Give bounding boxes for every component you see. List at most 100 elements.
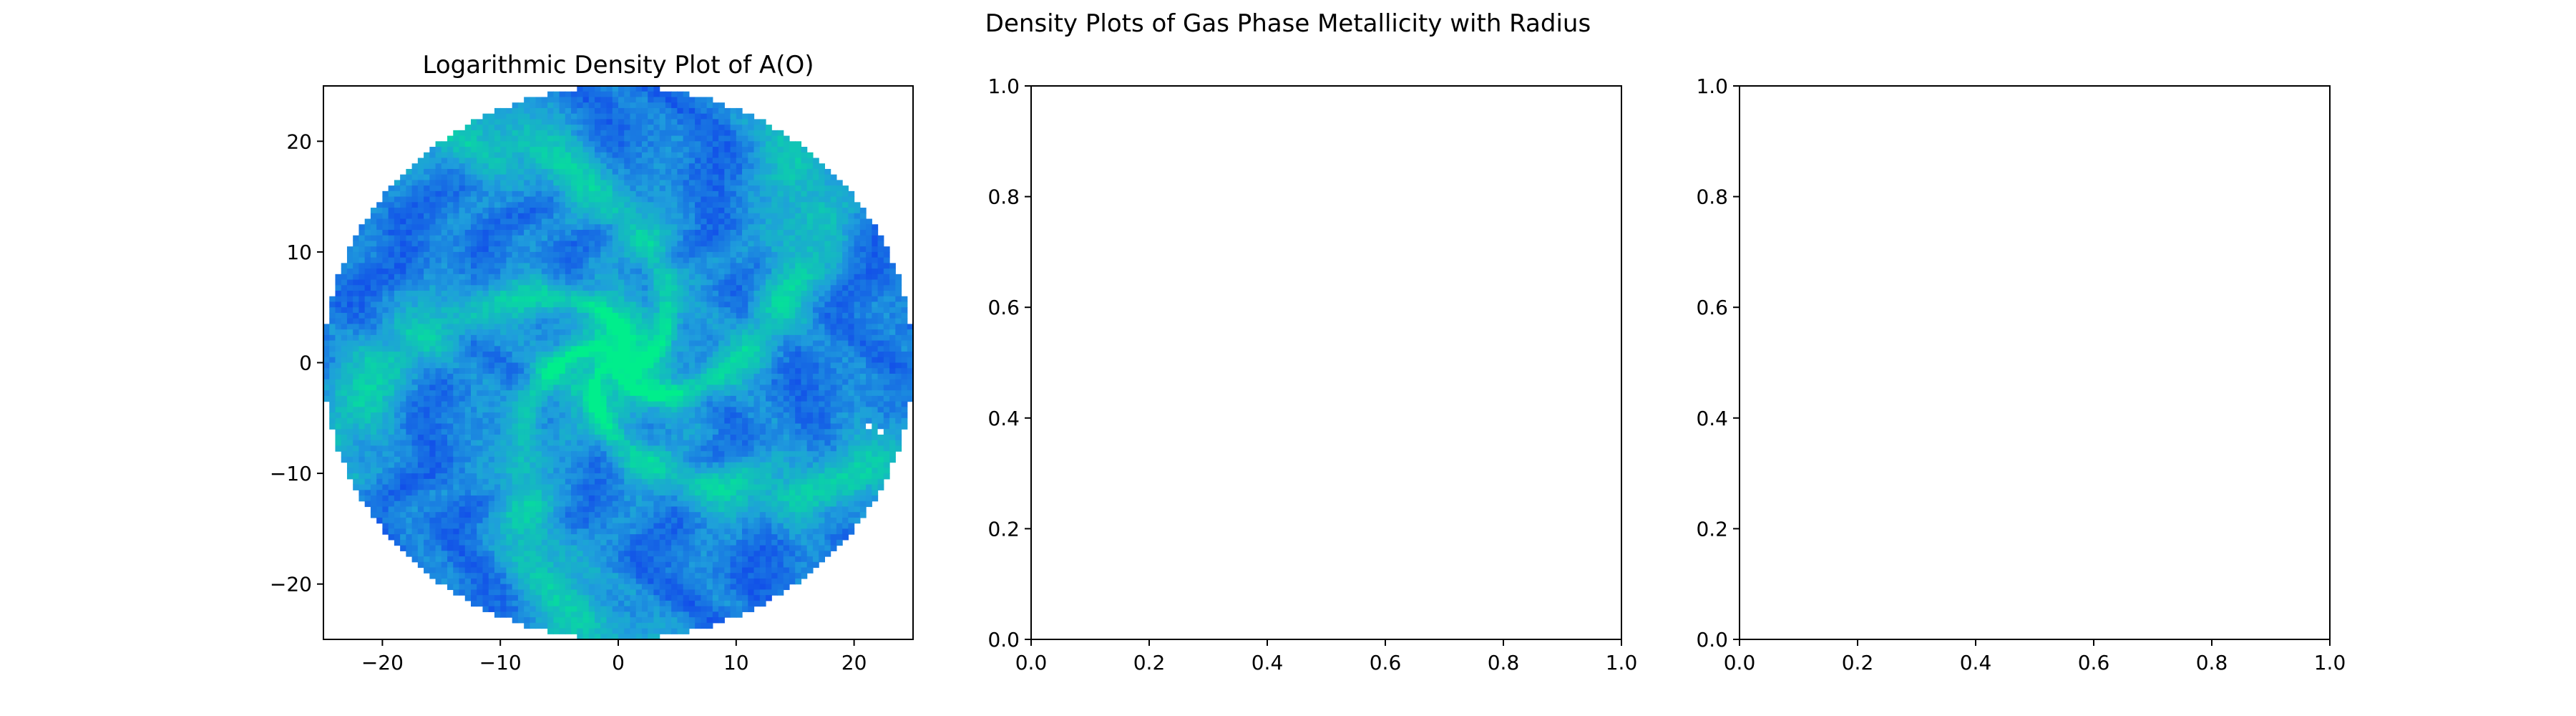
heatmap-cell	[659, 163, 666, 170]
heatmap-cell	[464, 407, 472, 413]
heatmap-cell	[635, 241, 643, 247]
heatmap-cell	[718, 263, 725, 269]
heatmap-cell	[582, 307, 590, 314]
heatmap-cell	[353, 329, 360, 336]
heatmap-cell	[712, 190, 719, 198]
heatmap-cell	[517, 251, 525, 258]
heatmap-cell	[459, 163, 466, 170]
heatmap-cell	[806, 390, 814, 397]
heatmap-cell	[488, 113, 495, 120]
heatmap-cell	[459, 274, 466, 281]
heatmap-cell	[571, 229, 577, 236]
heatmap-cell	[618, 196, 625, 203]
heatmap-cell	[724, 384, 731, 391]
heatmap-cell	[600, 268, 608, 275]
heatmap-cell	[553, 202, 560, 208]
heatmap-cell	[506, 329, 513, 336]
heatmap-cell	[801, 263, 808, 269]
heatmap-cell	[477, 168, 484, 175]
heatmap-cell	[665, 291, 672, 297]
heatmap-cell	[464, 390, 472, 397]
heatmap-cell	[736, 352, 743, 358]
heatmap-cell	[541, 147, 548, 153]
heatmap-cell	[524, 174, 530, 181]
heatmap-cell	[859, 340, 867, 347]
heatmap-cell	[683, 174, 690, 181]
heatmap-cell	[447, 158, 454, 164]
heatmap-cell	[824, 274, 831, 281]
heatmap-cell	[346, 334, 353, 342]
heatmap-cell	[571, 208, 577, 214]
heatmap-cell	[695, 301, 701, 308]
heatmap-cell	[753, 412, 761, 419]
heatmap-cell	[630, 407, 637, 413]
heatmap-cell	[577, 174, 584, 181]
heatmap-cell	[406, 417, 413, 425]
heatmap-cell	[701, 147, 708, 153]
heatmap-cell	[859, 213, 867, 220]
heatmap-cell	[547, 174, 554, 181]
heatmap-cell	[677, 362, 684, 369]
heatmap-cell	[866, 224, 872, 231]
heatmap-cell	[565, 412, 572, 419]
heatmap-cell	[382, 208, 389, 214]
heatmap-cell	[801, 147, 808, 153]
heatmap-cell	[341, 291, 348, 297]
heatmap-cell	[718, 346, 725, 352]
heatmap-cell	[376, 368, 383, 374]
heatmap-cell	[630, 352, 637, 358]
heatmap-cell	[606, 107, 613, 115]
heatmap-cell	[836, 202, 843, 208]
heatmap-cell	[424, 346, 430, 352]
heatmap-cell	[341, 301, 348, 308]
heatmap-cell	[606, 130, 613, 137]
heatmap-cell	[382, 279, 389, 286]
heatmap-cell	[695, 346, 701, 352]
heatmap-cell	[624, 224, 631, 231]
heatmap-cell	[806, 318, 814, 324]
heatmap-cell	[453, 152, 460, 159]
heatmap-cell	[506, 130, 513, 137]
heatmap-cell	[819, 301, 825, 308]
heatmap-cell	[335, 401, 342, 407]
heatmap-cell	[565, 318, 572, 324]
heatmap-cell	[677, 412, 684, 419]
heatmap-cell	[565, 196, 572, 203]
heatmap-cell	[353, 340, 360, 347]
heatmap-cell	[559, 312, 566, 319]
heatmap-cell	[712, 147, 719, 153]
heatmap-cell	[453, 307, 460, 314]
heatmap-cell	[618, 384, 625, 391]
heatmap-cell	[453, 158, 460, 164]
heatmap-cell	[341, 279, 348, 286]
heatmap-cell	[789, 329, 796, 336]
heatmap-cell	[582, 251, 590, 258]
heatmap-cell	[695, 102, 701, 109]
heatmap-cell	[417, 185, 424, 192]
heatmap-cell	[736, 373, 743, 380]
heatmap-cell	[429, 251, 436, 258]
heatmap-cell	[482, 202, 489, 208]
heatmap-cell	[771, 307, 779, 314]
heatmap-cell	[777, 263, 784, 269]
heatmap-cell	[453, 130, 460, 137]
heatmap-cell	[547, 97, 554, 103]
heatmap-cell	[630, 390, 637, 397]
heatmap-cell	[759, 352, 766, 358]
heatmap-cell	[411, 390, 419, 397]
heatmap-cell	[358, 324, 366, 330]
heatmap-cell	[630, 208, 637, 214]
heatmap-cell	[541, 213, 548, 220]
heatmap-cell	[806, 241, 814, 247]
heatmap-cell	[506, 152, 513, 159]
heatmap-cell	[588, 301, 595, 308]
heatmap-cell	[424, 417, 430, 425]
heatmap-cell	[506, 180, 513, 186]
heatmap-cell	[724, 334, 731, 342]
heatmap-cell	[789, 241, 796, 247]
heatmap-cell	[429, 296, 436, 303]
heatmap-cell	[400, 340, 406, 347]
heatmap-cell	[688, 395, 696, 402]
heatmap-cell	[688, 130, 696, 137]
heatmap-cell	[488, 229, 495, 236]
